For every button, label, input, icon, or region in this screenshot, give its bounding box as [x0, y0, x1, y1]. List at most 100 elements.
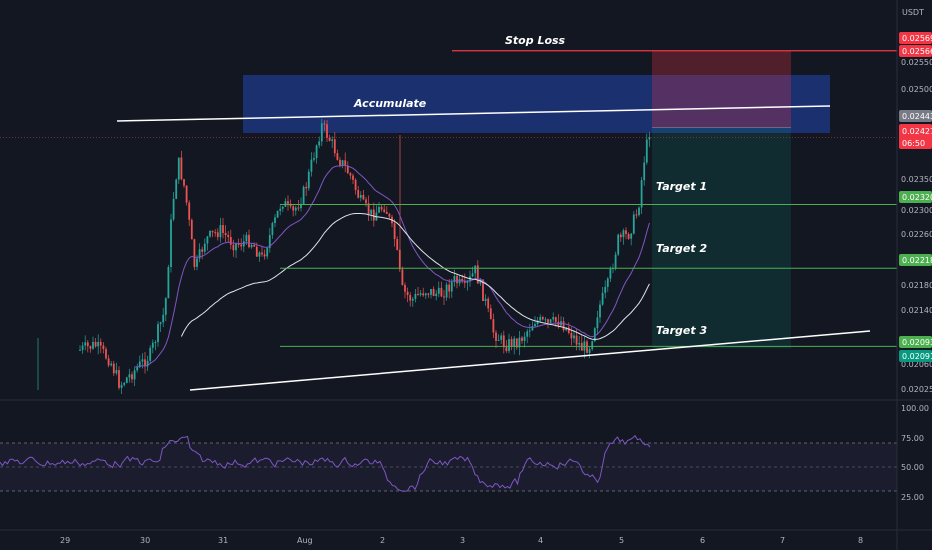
candle-body — [492, 319, 495, 333]
rsi-axis: 100.00 75.00 50.00 25.00 — [901, 404, 929, 502]
candle-body — [274, 217, 276, 223]
candle-body — [398, 249, 401, 270]
candle-body — [196, 258, 198, 267]
candle-body — [237, 243, 240, 245]
low-value: 0.02091 — [902, 352, 932, 361]
candle-body — [320, 123, 323, 142]
price-badges: 0.02569 0.02566 0.02443 0.02427 06:50 0.… — [899, 32, 932, 362]
candle-body — [495, 332, 497, 341]
entry-value: 0.02443 — [902, 112, 932, 121]
candle-body — [328, 137, 331, 141]
stop-upper-badge — [899, 32, 932, 44]
time-tick: 3 — [460, 536, 465, 545]
candle-body — [86, 342, 89, 347]
candle-body — [497, 339, 500, 341]
candle-body — [115, 370, 118, 374]
candle-body — [474, 265, 477, 274]
time-tick: 8 — [858, 536, 863, 545]
candle-body — [518, 337, 521, 348]
candle-body — [188, 202, 191, 220]
candle-body — [193, 239, 196, 267]
candle-body — [331, 139, 334, 141]
rsi-tick: 100.00 — [901, 404, 929, 413]
candle-body — [326, 124, 328, 138]
stop-loss-label: Stop Loss — [505, 34, 566, 47]
candle-body — [341, 160, 344, 166]
time-tick: 29 — [60, 536, 70, 545]
candle-body — [253, 244, 256, 247]
candle-body — [617, 234, 620, 255]
candle-body — [211, 230, 214, 233]
candle-body — [261, 252, 263, 255]
candle-body — [411, 298, 414, 301]
candle-body — [175, 179, 178, 199]
candle-body — [440, 287, 443, 297]
price-tick: 0.02300 — [901, 206, 932, 215]
candle-body — [632, 214, 635, 234]
candle-body — [552, 317, 555, 320]
candle-body — [578, 342, 581, 345]
candle-body — [419, 293, 422, 295]
candle-body — [214, 232, 217, 234]
candle-body — [279, 208, 282, 211]
candle-body — [409, 295, 412, 301]
candle-body — [502, 335, 505, 348]
candle-body — [162, 314, 165, 323]
candle-body — [482, 279, 484, 301]
candle-body — [232, 244, 235, 251]
moving-averages-layer — [134, 164, 650, 368]
candle-body — [229, 237, 232, 245]
candle-body — [190, 219, 193, 240]
time-tick: 4 — [538, 536, 543, 545]
candle-body — [380, 206, 383, 210]
candle-body — [170, 219, 172, 267]
candle-body — [201, 249, 204, 252]
time-tick: 6 — [700, 536, 705, 545]
candle-body — [125, 377, 128, 383]
candle-body — [622, 230, 625, 238]
accumulate-label: Accumulate — [353, 97, 427, 110]
rsi-tick: 50.00 — [901, 463, 924, 472]
candle-body — [128, 374, 131, 378]
candle-body — [245, 234, 248, 242]
candle-body — [450, 281, 453, 292]
candle-body — [97, 341, 100, 347]
candle-body — [138, 361, 141, 368]
risk-box — [652, 50, 791, 128]
candle-body — [344, 160, 347, 166]
candle-body — [601, 292, 604, 305]
rsi-line — [0, 434, 651, 492]
candle-body — [635, 214, 638, 216]
candle-body — [305, 186, 308, 189]
candle-body — [354, 179, 357, 190]
candle-body — [359, 195, 362, 198]
candle-body — [643, 162, 646, 181]
candle-body — [406, 291, 409, 296]
ema-fast-line — [134, 164, 650, 368]
reward-box — [652, 127, 791, 349]
candle-body — [141, 359, 144, 362]
candle-body — [510, 339, 513, 347]
candle-body — [534, 324, 536, 327]
price-tick: 0.02350 — [901, 175, 932, 184]
candle-body — [596, 317, 599, 329]
candle-body — [536, 320, 539, 325]
drawings-layer — [0, 50, 897, 391]
price-axis: 0.02550 0.02500 0.02350 0.02300 0.02260 … — [901, 58, 932, 394]
candle-body — [625, 230, 627, 234]
candle-body — [318, 141, 321, 146]
price-tick: 0.02025 — [901, 385, 932, 394]
candle-body — [185, 185, 188, 203]
candle-body — [292, 206, 295, 211]
candle-body — [573, 335, 575, 339]
resistance-trendline — [116, 105, 831, 122]
support-trendline — [189, 330, 871, 391]
candle-body — [180, 157, 183, 180]
time-tick: Aug — [297, 536, 313, 545]
candle-body — [206, 236, 209, 244]
target1-badge — [899, 191, 932, 203]
target2-label: Target 2 — [656, 242, 707, 255]
candle-body — [315, 145, 318, 159]
candle-body — [255, 246, 258, 257]
